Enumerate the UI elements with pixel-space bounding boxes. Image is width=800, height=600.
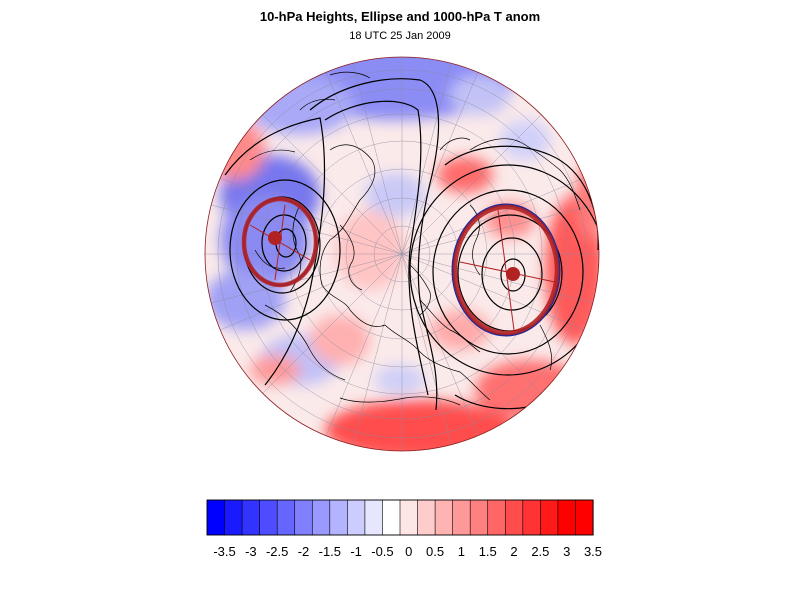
colorbar-tick-label: -3 bbox=[245, 544, 257, 559]
colorbar-tick-label: -1 bbox=[350, 544, 362, 559]
colorbar-tick-label: 3.5 bbox=[584, 544, 602, 559]
chart-subtitle: 18 UTC 25 Jan 2009 bbox=[349, 30, 451, 42]
colorbar-swatch bbox=[329, 499, 348, 536]
colorbar-tick-label: 1 bbox=[458, 544, 465, 559]
colorbar-swatch bbox=[557, 499, 577, 536]
colorbar-tick-label: -2.5 bbox=[266, 544, 288, 559]
colorbar-tick-label: 2 bbox=[510, 544, 517, 559]
colorbar-swatch bbox=[364, 499, 384, 536]
colorbar-swatch bbox=[347, 499, 366, 536]
colorbar-swatch bbox=[540, 499, 559, 536]
colorbar-swatch bbox=[206, 499, 226, 536]
colorbar-tick-label: -0.5 bbox=[371, 544, 393, 559]
colorbar-swatch bbox=[487, 499, 506, 536]
colorbar-swatch bbox=[434, 499, 454, 536]
colorbar-swatch bbox=[469, 499, 489, 536]
colorbar-swatch bbox=[311, 499, 331, 536]
colorbar-tick-label: -1.5 bbox=[319, 544, 341, 559]
colorbar-swatch bbox=[522, 499, 541, 536]
colorbar-swatch bbox=[504, 499, 524, 536]
colorbar-tick-label: 0 bbox=[405, 544, 412, 559]
chart-title: 10-hPa Heights, Ellipse and 1000-hPa T a… bbox=[259, 9, 541, 24]
globe-outline bbox=[204, 56, 600, 452]
colorbar-tick-label: 3 bbox=[563, 544, 570, 559]
colorbar-tick-label: -3.5 bbox=[213, 544, 235, 559]
temperature-anomaly-field bbox=[205, 57, 599, 451]
colorbar-swatch bbox=[452, 499, 471, 536]
colorbar-tick-label: 2.5 bbox=[531, 544, 549, 559]
colorbar-swatch bbox=[399, 499, 419, 536]
colorbar-labels: -3.5 -3 -2.5 -2 -1.5 -1 -0.5 0 0.5 1 1.5 2 2.5 3 3.5 bbox=[213, 544, 602, 559]
colorbar-swatch bbox=[276, 499, 296, 536]
colorbar-swatch bbox=[382, 499, 401, 536]
vortex-centroid-left bbox=[268, 231, 282, 245]
colorbar-swatches bbox=[206, 499, 594, 536]
colorbar-swatch bbox=[259, 499, 278, 536]
colorbar-tick-label: 0.5 bbox=[426, 544, 444, 559]
colorbar-swatch bbox=[294, 499, 313, 536]
colorbar-swatch bbox=[224, 499, 243, 536]
colorbar-swatch bbox=[417, 499, 436, 536]
colorbar-swatch bbox=[575, 499, 594, 536]
colorbar-tick-label: -2 bbox=[298, 544, 310, 559]
vortex-ellipses bbox=[241, 196, 561, 337]
colorbar-tick-label: 1.5 bbox=[479, 544, 497, 559]
vortex-centroid-right bbox=[506, 267, 520, 281]
colorbar-frame bbox=[206, 499, 594, 536]
colorbar-swatch bbox=[241, 499, 261, 536]
